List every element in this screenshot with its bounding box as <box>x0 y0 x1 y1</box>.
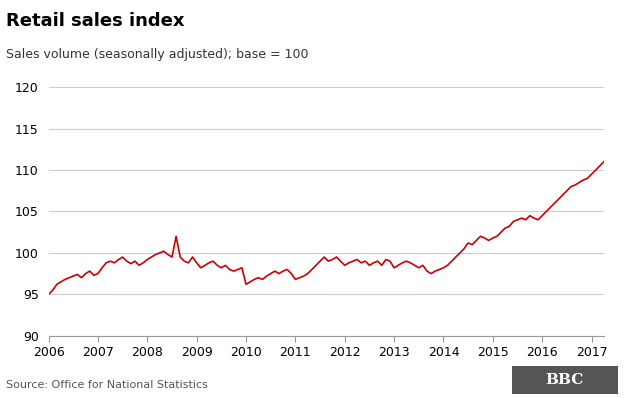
Text: BBC: BBC <box>545 373 584 387</box>
Text: Retail sales index: Retail sales index <box>6 12 185 30</box>
Text: Sales volume (seasonally adjusted); base = 100: Sales volume (seasonally adjusted); base… <box>6 48 309 61</box>
Text: Source: Office for National Statistics: Source: Office for National Statistics <box>6 380 208 390</box>
